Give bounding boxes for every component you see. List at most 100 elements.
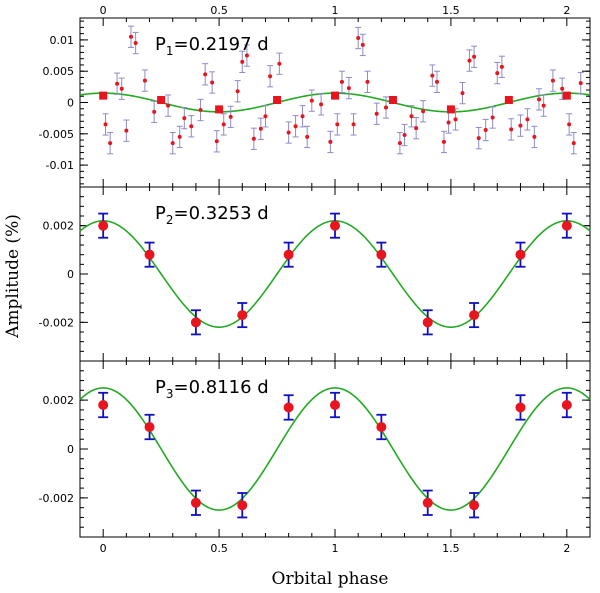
data-point (244, 53, 249, 58)
data-point (356, 36, 361, 41)
data-point (277, 61, 282, 66)
data-point (397, 141, 402, 146)
data-point (460, 91, 465, 96)
data-point (483, 128, 488, 133)
x-tick-label-top: 0 (100, 4, 107, 17)
x-tick-label-top: 1.5 (442, 4, 460, 17)
data-point (430, 73, 435, 78)
data-point (376, 422, 387, 432)
data-point (376, 249, 387, 260)
binned-point (273, 95, 282, 104)
data-point (98, 220, 109, 231)
data-point (98, 400, 109, 410)
data-point (198, 108, 203, 113)
data-point (567, 122, 572, 127)
data-point (571, 141, 576, 146)
y-tick-label: 0.01 (50, 34, 75, 47)
data-point (525, 117, 530, 122)
data-point (237, 500, 248, 511)
data-point (129, 34, 133, 39)
y-tick-label: -0.002 (39, 492, 74, 505)
x-tick-label-bottom: 1.5 (442, 542, 460, 555)
data-point (515, 402, 526, 413)
data-point (328, 139, 333, 144)
y-tick-label: -0.01 (46, 159, 74, 172)
data-point (283, 402, 294, 413)
panel-1: -0.01 -0.005 0 0.005 0.01 0 0.5 1 1.5 2 P1=0.2197 … (39, 4, 591, 188)
period-label: P1=0.2197 d (155, 34, 269, 58)
y-tick-label: 0.002 (43, 394, 75, 407)
data-point (476, 136, 481, 141)
binned-point (331, 91, 339, 100)
data-point (339, 79, 344, 84)
data-point (144, 249, 155, 260)
data-point (237, 310, 248, 321)
period-label: P3=0.8116 d (155, 377, 269, 401)
y-tick-label: -0.005 (39, 128, 74, 141)
data-point (346, 86, 351, 91)
data-point (210, 80, 215, 85)
data-point (374, 111, 379, 116)
data-point (422, 317, 433, 328)
x-tick-label-top: 2 (563, 4, 570, 17)
y-tick-label: 0 (67, 443, 74, 456)
data-point (365, 79, 370, 84)
data-point (422, 497, 433, 508)
data-point (258, 126, 263, 131)
data-point (441, 139, 446, 144)
data-point (330, 220, 340, 231)
data-point (518, 123, 523, 128)
data-point (293, 124, 298, 129)
data-point (182, 116, 187, 121)
x-tick-label-bottom: 0.5 (210, 542, 228, 555)
data-point (286, 130, 291, 135)
data-point (402, 133, 407, 138)
binned-point (504, 95, 513, 104)
panels: -0.01 -0.005 0 0.005 0.01 0 0.5 1 1.5 2 P1=0.2197 … (39, 4, 591, 555)
y-tick-label: 0 (67, 97, 74, 110)
binned-point (99, 91, 108, 100)
y-tick-label: 0.005 (43, 65, 75, 78)
data-point (144, 422, 155, 432)
data-point (384, 105, 388, 110)
data-point (360, 42, 365, 47)
data-point (133, 41, 138, 46)
data-point (541, 103, 546, 108)
data-point (499, 64, 504, 69)
x-tick-label-top: 1 (332, 4, 339, 17)
data-point (300, 114, 305, 119)
data-point (221, 122, 226, 127)
x-tick-label-bottom: 2 (563, 542, 570, 555)
data-point (263, 114, 268, 119)
data-point (240, 59, 245, 64)
data-point (283, 249, 294, 260)
data-point (469, 500, 480, 511)
panel-3: -0.002 0 0.002 0 0.5 1 1.5 2 P3=0.8116 d (39, 360, 591, 555)
data-point (203, 72, 208, 77)
data-point (330, 400, 340, 410)
data-point (251, 136, 256, 141)
data-point (561, 220, 572, 231)
data-point (469, 310, 480, 321)
model-curve (79, 387, 591, 511)
binned-point (446, 105, 455, 114)
data-point (170, 141, 175, 146)
data-point (495, 71, 500, 76)
data-point (152, 109, 157, 114)
data-point (235, 89, 240, 94)
data-point (421, 109, 426, 114)
data-point (467, 58, 472, 63)
data-point (268, 74, 273, 79)
y-axis-label: Amplitude (%) (3, 214, 23, 339)
data-point (305, 134, 310, 139)
data-point (472, 54, 477, 59)
binned-point (388, 95, 397, 104)
data-point (309, 98, 314, 103)
x-axis-label: Orbital phase (272, 569, 389, 589)
data-point (453, 117, 458, 122)
data-point (177, 134, 182, 139)
x-tick-label-bottom: 0 (100, 542, 107, 555)
data-point (561, 400, 572, 410)
data-point (435, 79, 439, 84)
data-point (515, 249, 526, 260)
